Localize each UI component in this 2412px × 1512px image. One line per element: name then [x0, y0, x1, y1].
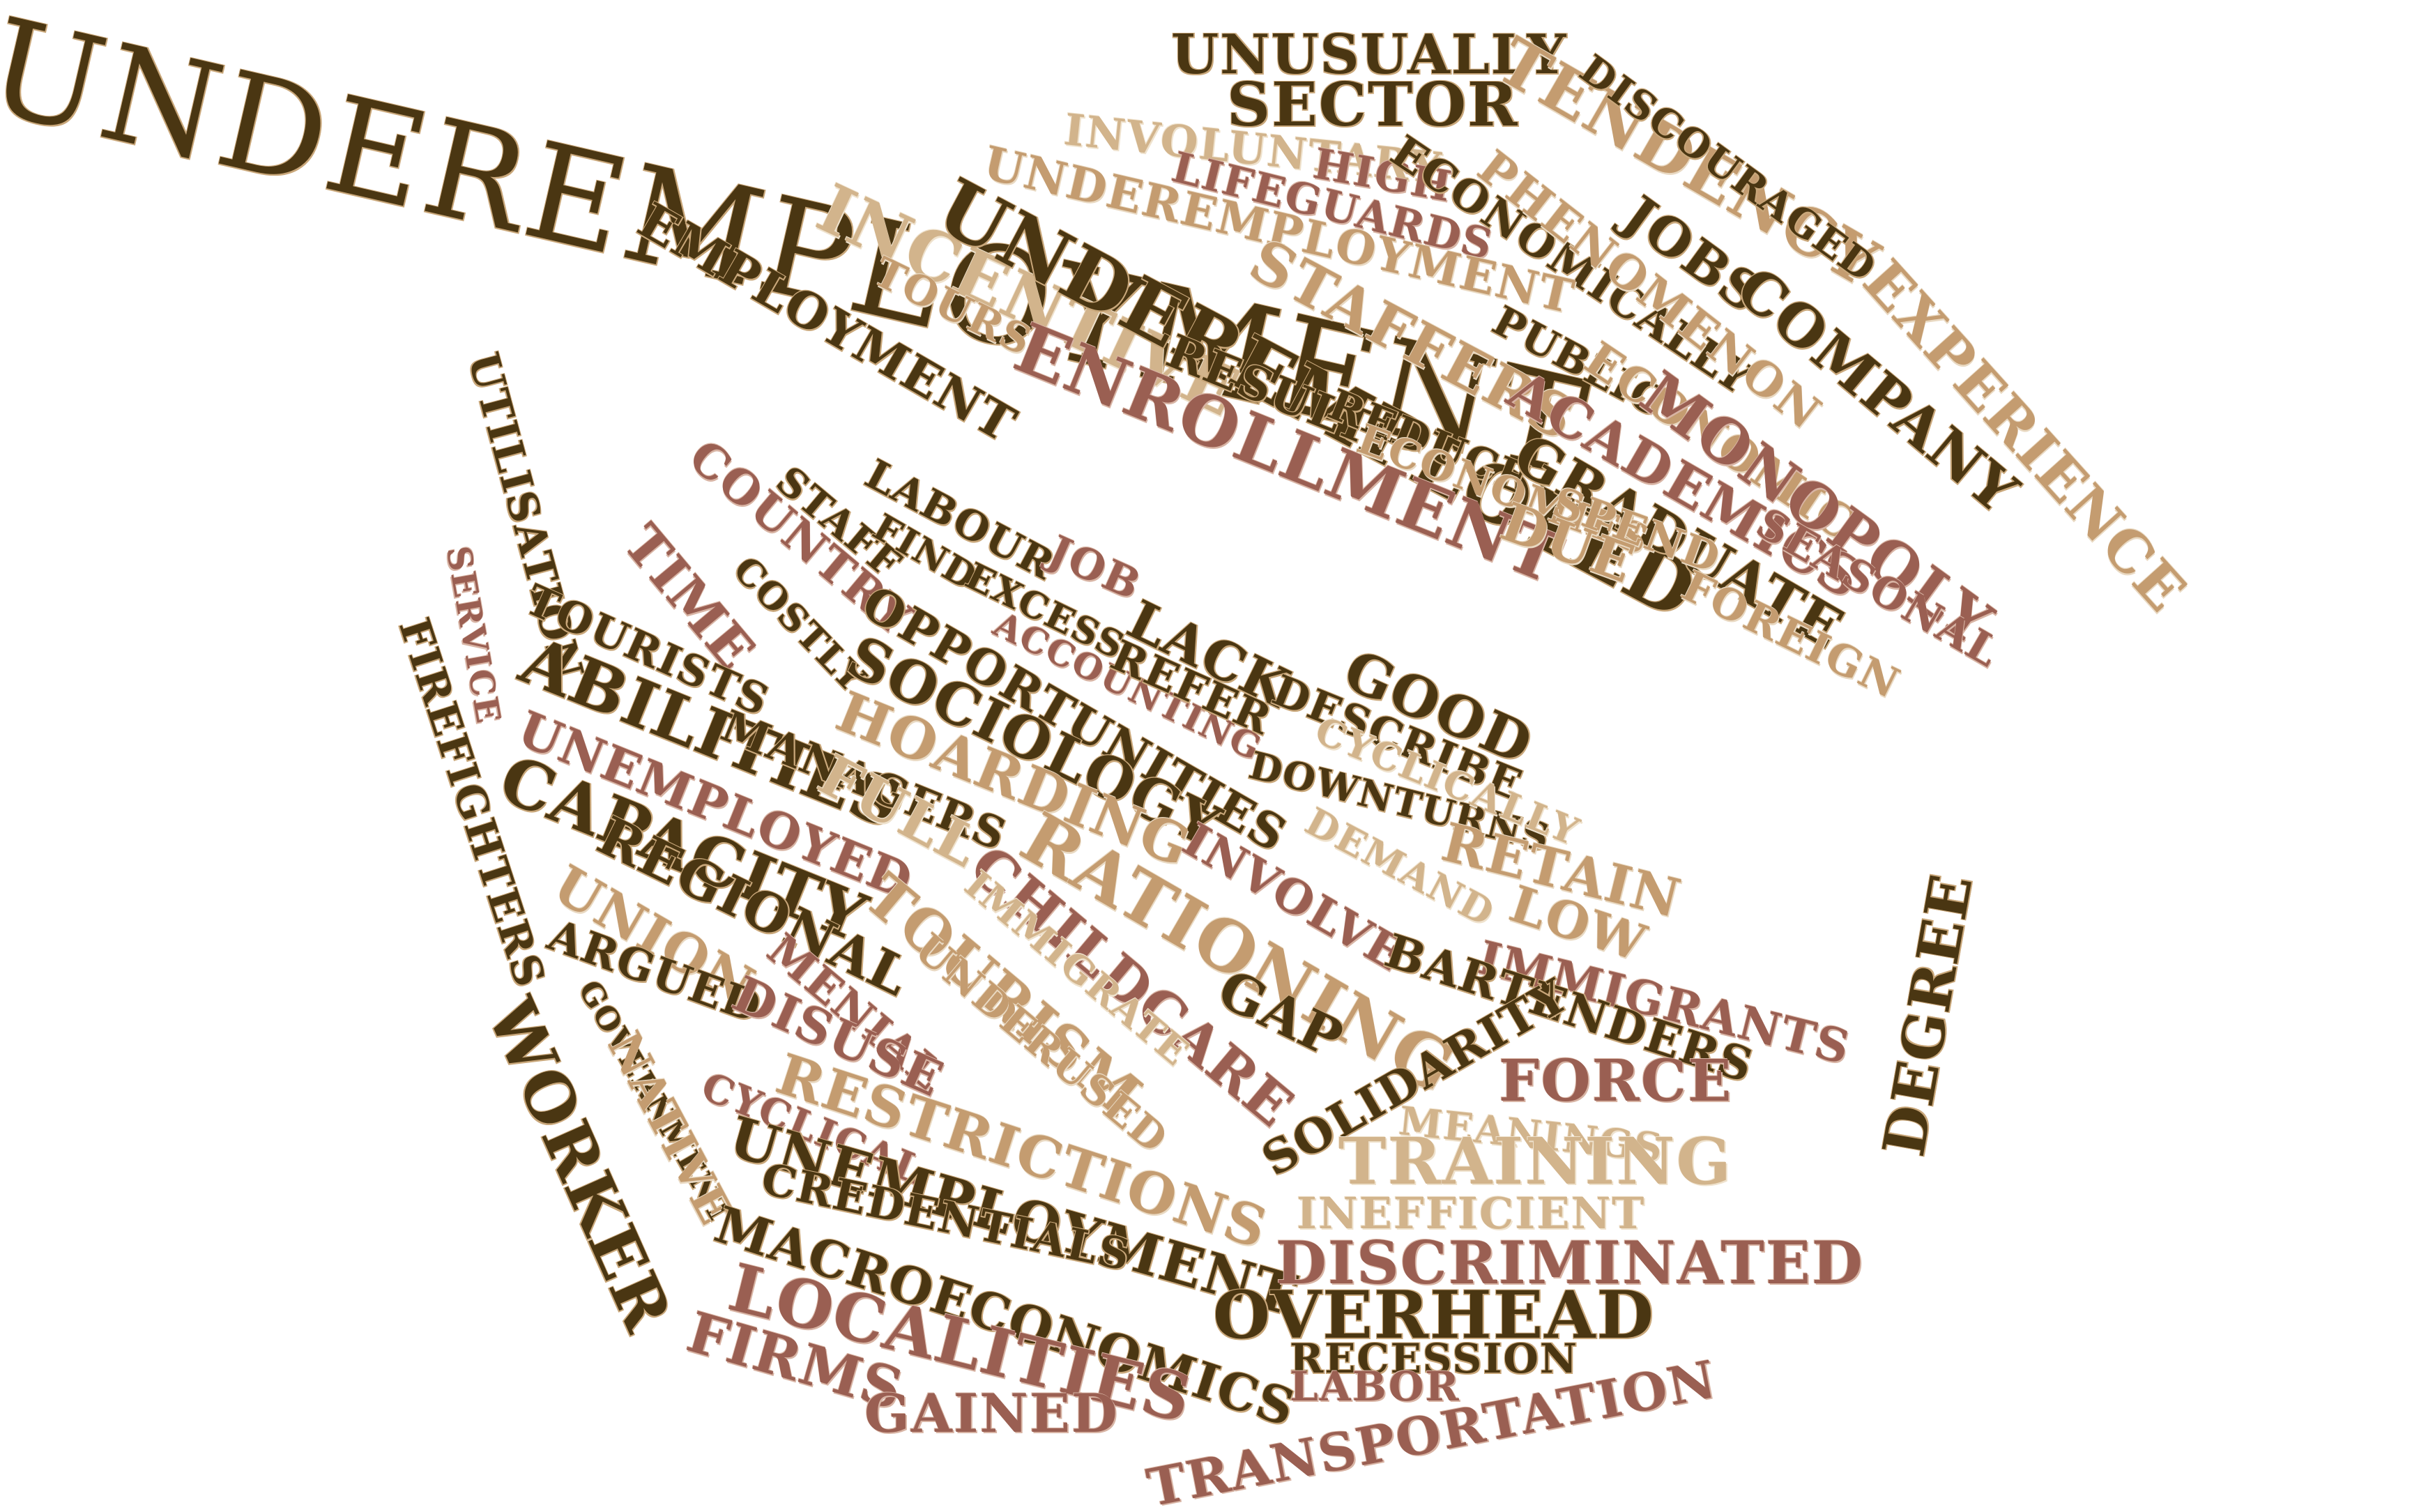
- word-unusually: UNUSUALLY: [1171, 23, 1568, 86]
- word-degree: DEGREE: [1870, 869, 1986, 1161]
- word-gained: GAINED: [864, 1382, 1119, 1444]
- word-discriminated: DISCRIMINATED: [1276, 1228, 1864, 1297]
- word-inefficient: INEFFICIENT: [1297, 1188, 1646, 1239]
- word-force: FORCE: [1499, 1048, 1733, 1115]
- word-labor: LABOR: [1290, 1363, 1460, 1410]
- word-recession: RECESSION: [1290, 1335, 1578, 1382]
- word-training: TRAINING: [1338, 1124, 1733, 1199]
- word-sector: SECTOR: [1227, 70, 1519, 140]
- word-overhead: OVERHEAD: [1213, 1277, 1655, 1354]
